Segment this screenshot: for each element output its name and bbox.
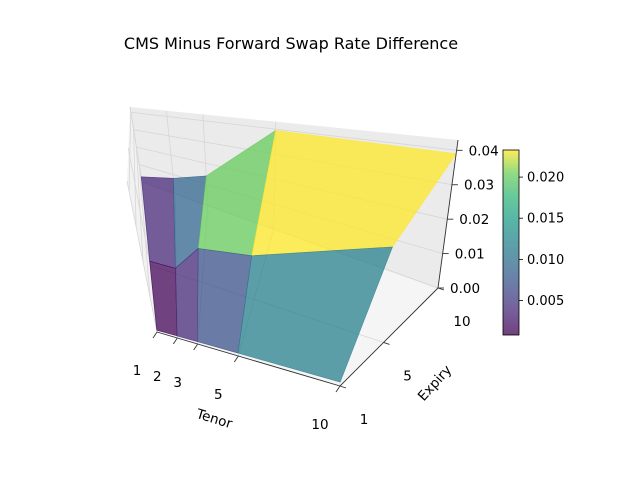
expiry-tick bbox=[383, 342, 390, 345]
x-tick-labels: 1 2 3 5 10 bbox=[133, 363, 329, 433]
tenor-axis-line bbox=[156, 331, 341, 387]
surface-patch bbox=[149, 260, 178, 337]
expiry-axis-line bbox=[339, 287, 439, 387]
colorbar-ticks bbox=[519, 176, 523, 301]
x-tick-label: 1 bbox=[133, 363, 142, 379]
z-tick-label: 0.01 bbox=[455, 247, 485, 263]
colorbar-gradient bbox=[502, 149, 520, 336]
z-axis-line bbox=[437, 139, 459, 289]
tenor-tick bbox=[152, 331, 158, 339]
surface bbox=[140, 129, 457, 383]
y-axis-label: Expiry bbox=[415, 362, 455, 404]
surface-patch bbox=[237, 246, 393, 383]
tenor-tick bbox=[335, 385, 341, 393]
y-tick-label: 5 bbox=[403, 368, 412, 384]
y-tick-label: 1 bbox=[360, 412, 369, 428]
expiry-tick bbox=[339, 385, 347, 389]
z-tick-label: 0.02 bbox=[459, 212, 489, 228]
tenor-tick bbox=[233, 355, 239, 363]
x-tick-label: 3 bbox=[173, 375, 182, 391]
x-tick-label: 10 bbox=[311, 417, 328, 433]
colorbar: 0.005 0.010 0.015 0.020 bbox=[502, 149, 564, 336]
z-tick-label: 0.00 bbox=[450, 281, 480, 297]
colorbar-tick-label: 0.020 bbox=[527, 171, 564, 186]
tenor-tick bbox=[193, 343, 199, 351]
z-tick-labels: 0.00 0.01 0.02 0.03 0.04 bbox=[450, 143, 499, 297]
chart-title: CMS Minus Forward Swap Rate Difference bbox=[124, 34, 458, 53]
colorbar-tick-label: 0.005 bbox=[527, 294, 564, 309]
colorbar-tick-labels: 0.005 0.010 0.015 0.020 bbox=[527, 171, 564, 309]
z-tick-label: 0.03 bbox=[464, 178, 494, 194]
axis-lines bbox=[152, 139, 463, 393]
z-grid-line bbox=[128, 111, 457, 192]
y-tick-label: 10 bbox=[453, 314, 470, 330]
x-axis-label: Tenor bbox=[193, 406, 234, 432]
tenor-tick bbox=[172, 337, 178, 345]
x-tick-label: 2 bbox=[153, 369, 162, 385]
x-tick-label: 5 bbox=[214, 387, 223, 403]
colorbar-tick-label: 0.010 bbox=[527, 253, 564, 268]
colorbar-tick-label: 0.015 bbox=[527, 212, 564, 227]
y-tick-labels: 1 5 10 bbox=[360, 314, 471, 428]
z-tick-label: 0.04 bbox=[469, 143, 499, 159]
